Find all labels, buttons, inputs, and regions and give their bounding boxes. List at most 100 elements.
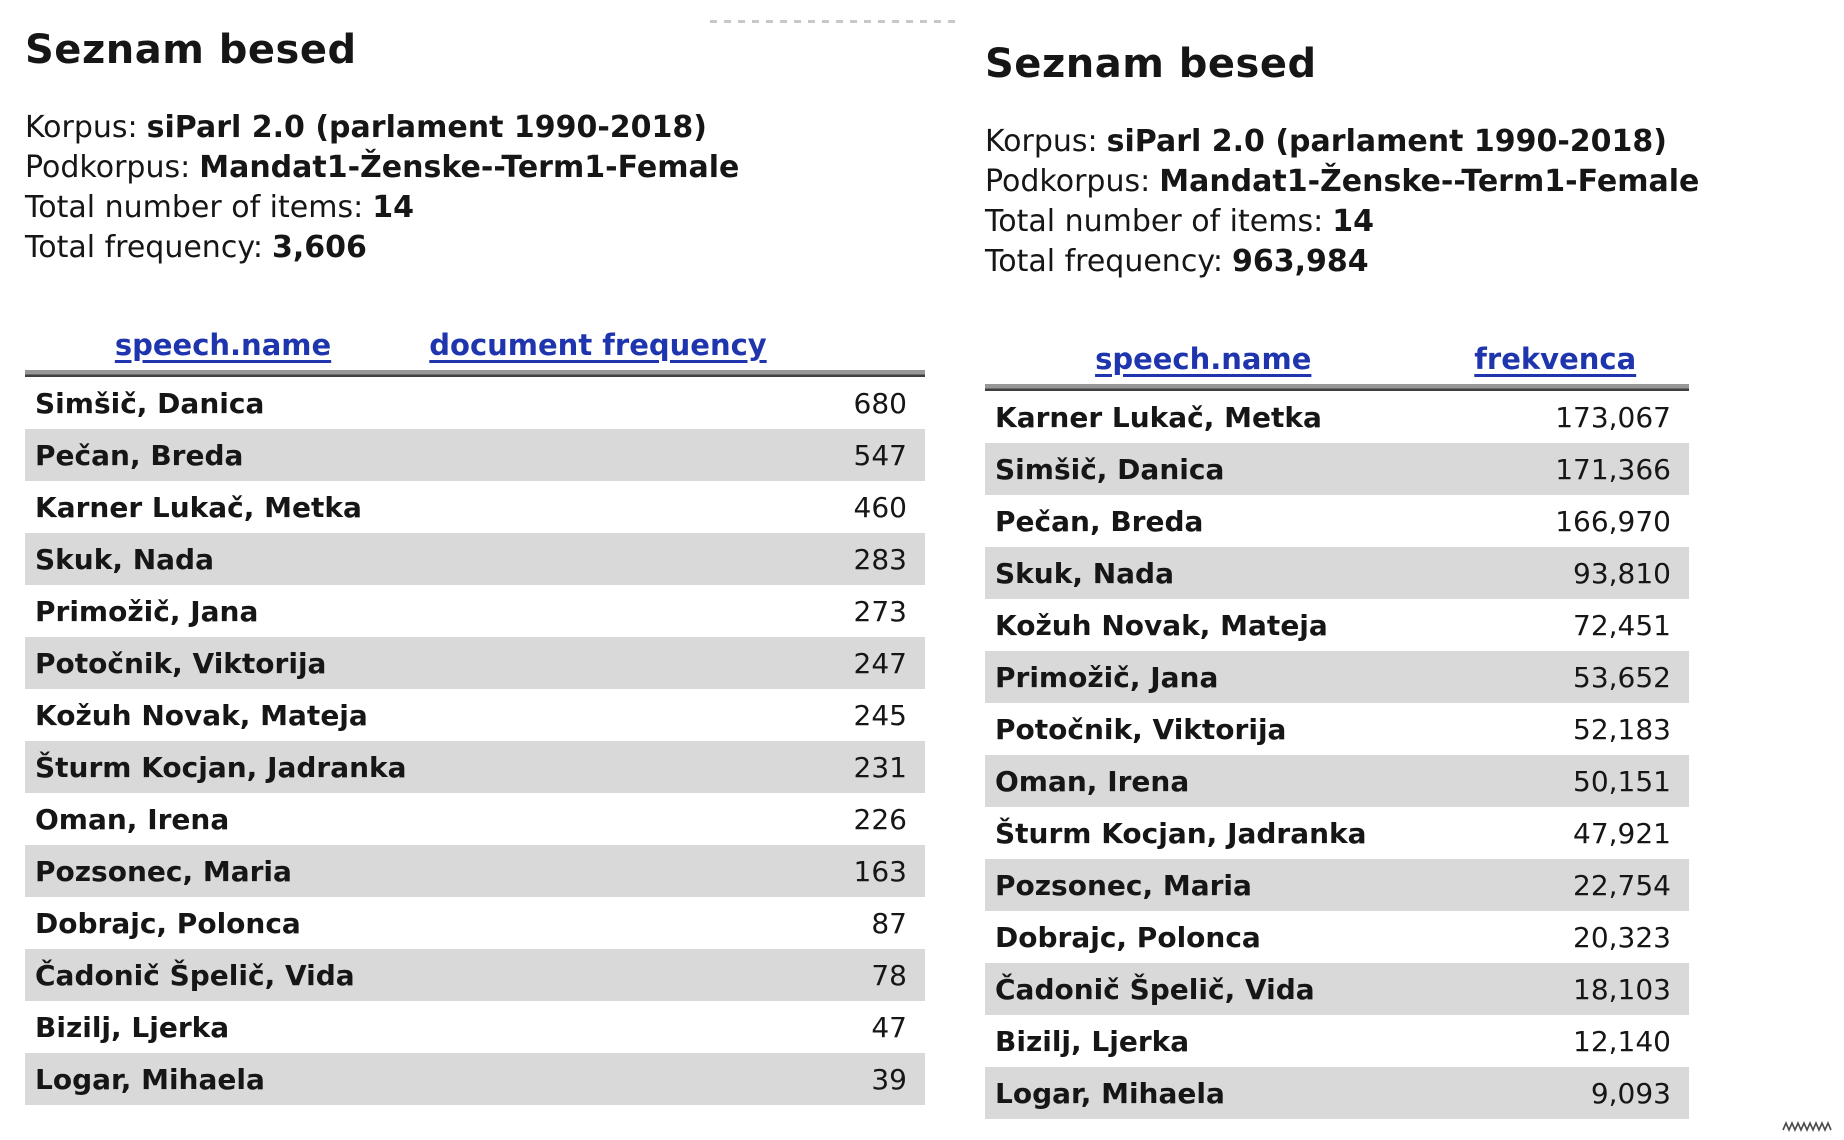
table-row: Kožuh Novak, Mateja 72,451 — [985, 599, 1689, 651]
frequency-cell: 283 — [853, 542, 907, 576]
speaker-name-cell: Kožuh Novak, Mateja — [995, 608, 1328, 642]
meta-label: Total number of items: — [25, 190, 364, 225]
squiggle-mark — [1782, 1120, 1832, 1133]
meta-line-podkorpus: Podkorpus: Mandat1-Ženske--Term1-Female — [985, 162, 1699, 202]
meta-value: 14 — [372, 190, 414, 225]
frequency-cell: 245 — [853, 698, 907, 732]
speaker-name-cell: Karner Lukač, Metka — [995, 400, 1322, 434]
meta-line-korpus: Korpus: siParl 2.0 (parlament 1990-2018) — [25, 108, 925, 148]
table-row: Bizilj, Ljerka 47 — [25, 1001, 925, 1053]
speaker-name-cell: Karner Lukač, Metka — [35, 490, 362, 524]
meta-value: siParl 2.0 (parlament 1990-2018) — [146, 110, 708, 145]
wordlist-panel-left: Seznam besed Korpus: siParl 2.0 (parlamen… — [25, 26, 925, 1105]
speaker-name-cell: Čadonič Špelič, Vida — [35, 958, 355, 992]
column-header-speech-name[interactable]: speech.name — [1095, 342, 1312, 376]
frequency-cell: 18,103 — [1573, 972, 1671, 1006]
speaker-name-cell: Kožuh Novak, Mateja — [35, 698, 368, 732]
table-row: Oman, Irena 50,151 — [985, 755, 1689, 807]
speaker-name-cell: Logar, Mihaela — [995, 1076, 1225, 1110]
wordlist-table: speech.name frekvenca Karner Lukač, Metk… — [985, 340, 1689, 1119]
table-row: Logar, Mihaela 9,093 — [985, 1067, 1689, 1119]
meta-label: Korpus: — [985, 124, 1098, 159]
table-row: Pozsonec, Maria 22,754 — [985, 859, 1689, 911]
table-row: Šturm Kocjan, Jadranka 231 — [25, 741, 925, 793]
frequency-cell: 171,366 — [1555, 452, 1671, 486]
table-row: Simšič, Danica 171,366 — [985, 443, 1689, 495]
frequency-cell: 680 — [853, 386, 907, 420]
speaker-name-cell: Šturm Kocjan, Jadranka — [995, 816, 1367, 850]
wordlist-panel-right: Seznam besed Korpus: siParl 2.0 (parlamen… — [985, 40, 1699, 1119]
column-header-document-frequency[interactable]: document frequency — [429, 328, 767, 362]
frequency-cell: 22,754 — [1573, 868, 1671, 902]
meta-line-total-items: Total number of items: 14 — [25, 188, 925, 228]
speaker-name-cell: Simšič, Danica — [995, 452, 1225, 486]
meta-label: Podkorpus: — [985, 164, 1151, 199]
frequency-cell: 166,970 — [1555, 504, 1671, 538]
meta-label: Total number of items: — [985, 204, 1324, 239]
frequency-cell: 9,093 — [1590, 1076, 1671, 1110]
speaker-name-cell: Simšič, Danica — [35, 386, 265, 420]
table-row: Pečan, Breda 166,970 — [985, 495, 1689, 547]
meta-value: Mandat1-Ženske--Term1-Female — [1159, 164, 1700, 199]
table-row: Potočnik, Viktorija 52,183 — [985, 703, 1689, 755]
table-row: Pečan, Breda 547 — [25, 429, 925, 481]
meta-value: siParl 2.0 (parlament 1990-2018) — [1106, 124, 1668, 159]
table-row: Pozsonec, Maria 163 — [25, 845, 925, 897]
speaker-name-cell: Potočnik, Viktorija — [995, 712, 1287, 746]
table-row: Skuk, Nada 93,810 — [985, 547, 1689, 599]
frequency-cell: 47 — [871, 1010, 907, 1044]
speaker-name-cell: Dobrajc, Polonca — [35, 906, 301, 940]
table-row: Potočnik, Viktorija 247 — [25, 637, 925, 689]
speaker-name-cell: Skuk, Nada — [35, 542, 214, 576]
meta-line-podkorpus: Podkorpus: Mandat1-Ženske--Term1-Female — [25, 148, 925, 188]
frequency-cell: 163 — [853, 854, 907, 888]
table-row: Čadonič Špelič, Vida 78 — [25, 949, 925, 1001]
table-row: Skuk, Nada 283 — [25, 533, 925, 585]
speaker-name-cell: Primožič, Jana — [35, 594, 259, 628]
page-title: Seznam besed — [25, 27, 357, 73]
table-row: Simšič, Danica 680 — [25, 377, 925, 429]
meta-value: 963,984 — [1232, 244, 1369, 279]
table-row: Logar, Mihaela 39 — [25, 1053, 925, 1105]
speaker-name-cell: Pozsonec, Maria — [995, 868, 1252, 902]
dotted-artifact-line — [710, 20, 955, 23]
column-header-frekvenca[interactable]: frekvenca — [1474, 342, 1637, 376]
speaker-name-cell: Oman, Irena — [35, 802, 230, 836]
table-row: Karner Lukač, Metka 460 — [25, 481, 925, 533]
speaker-name-cell: Šturm Kocjan, Jadranka — [35, 750, 407, 784]
frequency-cell: 460 — [853, 490, 907, 524]
column-header-speech-name[interactable]: speech.name — [114, 328, 332, 362]
frequency-cell: 78 — [871, 958, 907, 992]
frequency-cell: 12,140 — [1573, 1024, 1671, 1058]
corpus-meta-block: Korpus: siParl 2.0 (parlament 1990-2018) … — [25, 108, 925, 268]
table-body: Simšič, Danica 680 Pečan, Breda 547 Karner L… — [25, 377, 925, 1105]
frequency-cell: 247 — [853, 646, 907, 680]
meta-value: 3,606 — [272, 230, 367, 265]
table-row: Dobrajc, Polonca 20,323 — [985, 911, 1689, 963]
table-row: Primožič, Jana 273 — [25, 585, 925, 637]
table-row: Oman, Irena 226 — [25, 793, 925, 845]
table-body: Karner Lukač, Metka 173,067 Simšič, Danica… — [985, 391, 1689, 1119]
wordlist-table: speech.name document frequency Simšič, D… — [25, 326, 925, 1105]
speaker-name-cell: Bizilj, Ljerka — [35, 1010, 230, 1044]
meta-label: Total frequency: — [985, 244, 1223, 279]
frequency-cell: 72,451 — [1573, 608, 1671, 642]
meta-value: 14 — [1332, 204, 1374, 239]
page-title: Seznam besed — [985, 41, 1317, 87]
meta-line-total-items: Total number of items: 14 — [985, 202, 1699, 242]
meta-value: Mandat1-Ženske--Term1-Female — [199, 150, 740, 185]
header-rule — [25, 370, 925, 377]
table-row: Bizilj, Ljerka 12,140 — [985, 1015, 1689, 1067]
table-row: Šturm Kocjan, Jadranka 47,921 — [985, 807, 1689, 859]
frequency-cell: 39 — [871, 1062, 907, 1096]
speaker-name-cell: Pečan, Breda — [995, 504, 1204, 538]
frequency-cell: 226 — [853, 802, 907, 836]
speaker-name-cell: Bizilj, Ljerka — [995, 1024, 1190, 1058]
speaker-name-cell: Dobrajc, Polonca — [995, 920, 1261, 954]
speaker-name-cell: Pečan, Breda — [35, 438, 244, 472]
speaker-name-cell: Čadonič Špelič, Vida — [995, 972, 1315, 1006]
table-row: Primožič, Jana 53,652 — [985, 651, 1689, 703]
speaker-name-cell: Pozsonec, Maria — [35, 854, 292, 888]
table-header-row: speech.name frekvenca — [985, 340, 1689, 378]
